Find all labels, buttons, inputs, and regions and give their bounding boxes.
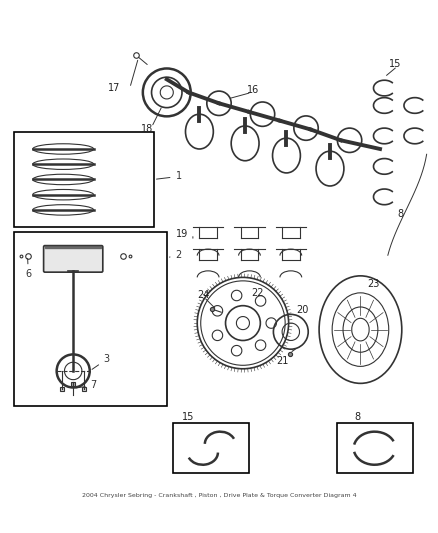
- Text: 16: 16: [247, 85, 260, 95]
- Bar: [14, 232, 167, 406]
- Text: 21: 21: [276, 357, 289, 366]
- Text: 8: 8: [354, 411, 360, 422]
- Text: 20: 20: [297, 305, 309, 315]
- FancyBboxPatch shape: [44, 246, 103, 272]
- Text: 19: 19: [176, 229, 188, 239]
- Text: 24: 24: [197, 290, 210, 300]
- Text: 22: 22: [252, 288, 264, 297]
- Text: 15: 15: [389, 59, 401, 69]
- Bar: [336, 423, 413, 473]
- Text: 8: 8: [397, 209, 403, 219]
- Text: 17: 17: [108, 83, 120, 93]
- Text: 18: 18: [141, 124, 153, 134]
- Text: 23: 23: [367, 279, 379, 289]
- Text: 7: 7: [76, 381, 97, 390]
- Text: 2: 2: [170, 250, 182, 260]
- Bar: [14, 132, 154, 228]
- Text: 1: 1: [156, 172, 182, 181]
- Text: 3: 3: [92, 354, 110, 369]
- Bar: [173, 423, 250, 473]
- Text: 15: 15: [182, 411, 194, 422]
- Text: 2004 Chrysler Sebring - Crankshaft , Piston , Drive Plate & Torque Converter Dia: 2004 Chrysler Sebring - Crankshaft , Pis…: [82, 493, 356, 498]
- Text: 6: 6: [25, 259, 32, 279]
